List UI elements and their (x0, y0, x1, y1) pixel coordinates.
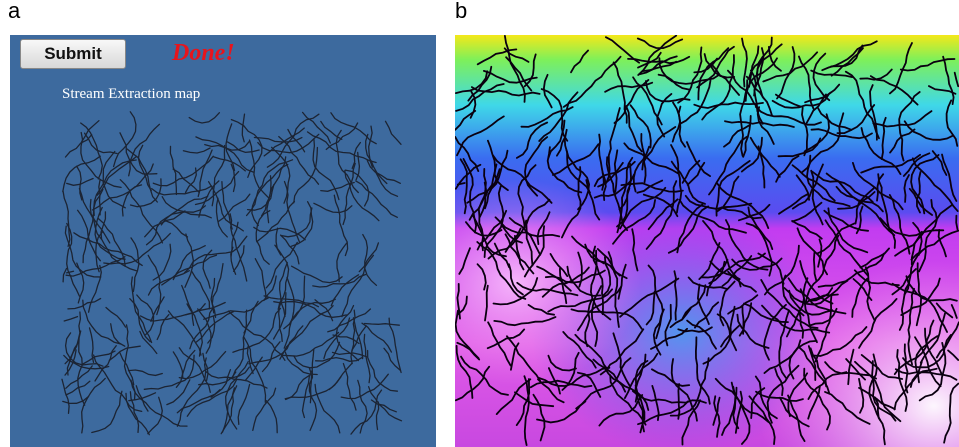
stream-line (242, 114, 244, 142)
stream-line (365, 324, 400, 326)
stream-line (67, 271, 74, 273)
stream-line (356, 181, 398, 217)
panel-label: a (8, 0, 20, 24)
stream-line (157, 315, 169, 340)
stream-line (185, 234, 193, 287)
stream-line (283, 333, 339, 357)
stream-line (63, 156, 101, 191)
panel-label: b (455, 0, 467, 24)
stream-line (189, 113, 219, 123)
stream-line (153, 244, 171, 280)
elevation-fill (455, 35, 959, 447)
stream-line (114, 112, 136, 167)
stream-line (284, 299, 336, 328)
figure: a b Submit Done! Stream Extraction map (0, 0, 959, 447)
stream-line (187, 380, 236, 416)
stream-line (315, 384, 340, 433)
stream-line (66, 257, 125, 276)
stream-line (90, 328, 94, 363)
stream-line (148, 397, 163, 433)
stream-line (103, 152, 125, 208)
stream-line (167, 380, 190, 405)
stream-line (68, 299, 101, 309)
stream-line (331, 275, 358, 306)
stream-line (183, 148, 210, 153)
stream-line (377, 402, 379, 430)
stream-line (95, 346, 116, 381)
elevation-map (455, 35, 959, 447)
stream-line (247, 160, 293, 216)
stream-line (85, 133, 117, 153)
stream-line (184, 236, 246, 272)
stream-map (10, 35, 436, 447)
stream-line (291, 202, 313, 247)
stream-line (292, 266, 343, 282)
stream-line (238, 384, 249, 424)
stream-line (362, 323, 391, 352)
stream-line (321, 121, 342, 139)
stream-line (212, 146, 224, 206)
stream-line (82, 378, 106, 433)
stream-line (217, 198, 228, 237)
app-panel: Submit Done! Stream Extraction map (10, 35, 436, 447)
stream-line (368, 351, 398, 392)
stream-line (186, 168, 197, 193)
stream-line (364, 334, 370, 382)
stream-line (131, 380, 187, 426)
stream-line (145, 211, 185, 237)
stream-line (151, 297, 164, 322)
stream-line (226, 124, 235, 170)
stream-line (177, 390, 220, 413)
stream-line (62, 379, 69, 413)
stream-line (266, 242, 297, 287)
stream-line (120, 353, 134, 385)
stream-line (337, 243, 347, 282)
stream-line (369, 387, 402, 421)
stream-line (130, 299, 150, 342)
stream-line (149, 271, 190, 295)
stream-line (389, 318, 401, 372)
stream-line (89, 266, 102, 313)
stream-line (255, 259, 266, 299)
stream-line (266, 401, 277, 433)
stream-line (228, 311, 285, 360)
stream-line (131, 238, 139, 292)
stream-line (343, 364, 356, 411)
stream-line (129, 370, 163, 375)
stream-line (342, 255, 374, 316)
stream-line (334, 195, 347, 255)
stream-line (173, 352, 183, 378)
stream-line (153, 156, 213, 186)
stream-line (303, 349, 314, 417)
stream-line (77, 166, 82, 200)
stream-line (64, 317, 77, 321)
stream-line (359, 243, 378, 272)
stream-line (280, 306, 333, 360)
stream-line (106, 308, 126, 328)
stream-line (92, 391, 122, 432)
stream-line (203, 250, 212, 288)
stream-line (386, 121, 402, 144)
stream-line (212, 264, 223, 318)
stream-line (331, 113, 376, 144)
